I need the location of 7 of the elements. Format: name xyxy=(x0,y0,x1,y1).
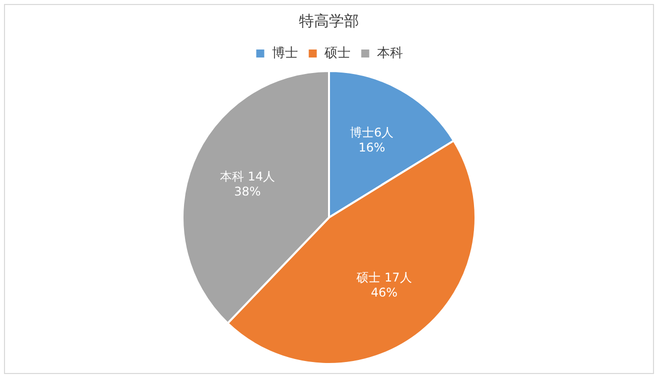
data-label: 硕士 17人 46% xyxy=(356,270,412,300)
chart-title: 特高学部 xyxy=(299,12,359,30)
legend-label: 博士 xyxy=(272,46,298,61)
legend-label: 本科 xyxy=(376,46,403,61)
legend-label: 硕士 xyxy=(323,46,350,61)
data-label: 本科 14人 38% xyxy=(220,169,275,198)
data-label: 博士6人 16% xyxy=(350,125,394,154)
